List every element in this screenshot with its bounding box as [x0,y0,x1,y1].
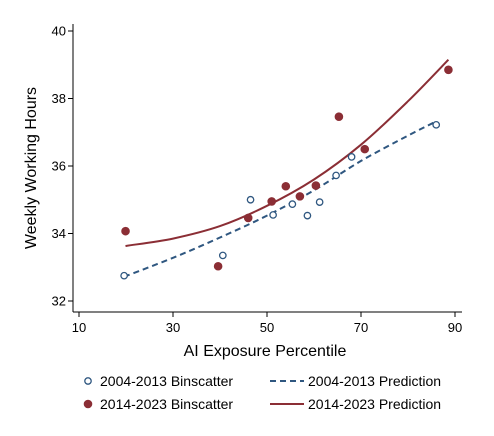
binscatter-point-hollow [120,271,128,280]
binscatter-point-hollow [315,198,324,206]
legend: 2004-2013 Binscatter 2004-2013 Prediction… [83,373,441,412]
x-tick-label: 10 [72,320,86,335]
y-tick-label: 38 [52,91,66,106]
y-tick-label: 32 [52,294,66,309]
legend-item: 2004-2013 Prediction [270,373,441,389]
legend-item: 2014-2023 Prediction [270,396,441,412]
binscatter-point-filled [213,261,223,271]
binscatter-point-hollow [303,211,312,220]
x-tick-label: 70 [354,320,368,335]
binscatter-point-filled [243,213,253,223]
y-tick-label: 36 [52,159,66,174]
legend-item: 2014-2023 Binscatter [83,396,233,412]
legend-marker [83,399,93,409]
x-tick-label: 30 [166,320,180,335]
y-axis-ticks: 32 34 36 38 40 [52,24,73,309]
binscatter-point-filled [295,192,305,201]
prediction-lines [123,59,450,278]
binscatter-point-hollow [347,153,356,161]
binscatter-point-hollow [288,200,297,208]
binscatter-point-filled [334,112,344,122]
plot-area: 32 34 36 38 40 10 30 50 70 90 [52,24,463,336]
binscatter-point-filled [444,65,453,75]
legend-marker [84,377,92,385]
legend-label: 2004-2013 Prediction [308,373,441,389]
x-tick-label: 90 [448,320,462,335]
binscatter-point-hollow [246,195,255,204]
binscatter-point-filled [267,197,277,206]
prediction-line-3 [125,59,450,247]
binscatter-point-hollow [432,120,441,129]
x-axis-ticks: 10 30 50 70 90 [72,312,462,335]
binscatter-point-filled [121,226,130,236]
binscatter-point-hollow [332,171,340,180]
binscatter-point-hollow [218,251,227,260]
legend-label: 2014-2023 Prediction [308,396,441,412]
x-axis-title: AI Exposure Percentile [184,343,347,360]
y-tick-label: 34 [52,226,66,241]
binscatter-point-hollow [269,211,277,219]
legend-item: 2004-2013 Binscatter [84,373,233,389]
y-tick-label: 40 [52,24,66,39]
binscatter-point-filled [281,181,291,191]
legend-label: 2004-2013 Binscatter [100,373,233,389]
binscatter-points [120,65,453,280]
binscatter-point-filled [360,144,370,154]
binscatter-point-filled [311,181,321,190]
legend-label: 2014-2023 Binscatter [100,396,233,412]
y-axis-title: Weekly Working Hours [23,87,40,249]
x-tick-label: 50 [260,320,274,335]
